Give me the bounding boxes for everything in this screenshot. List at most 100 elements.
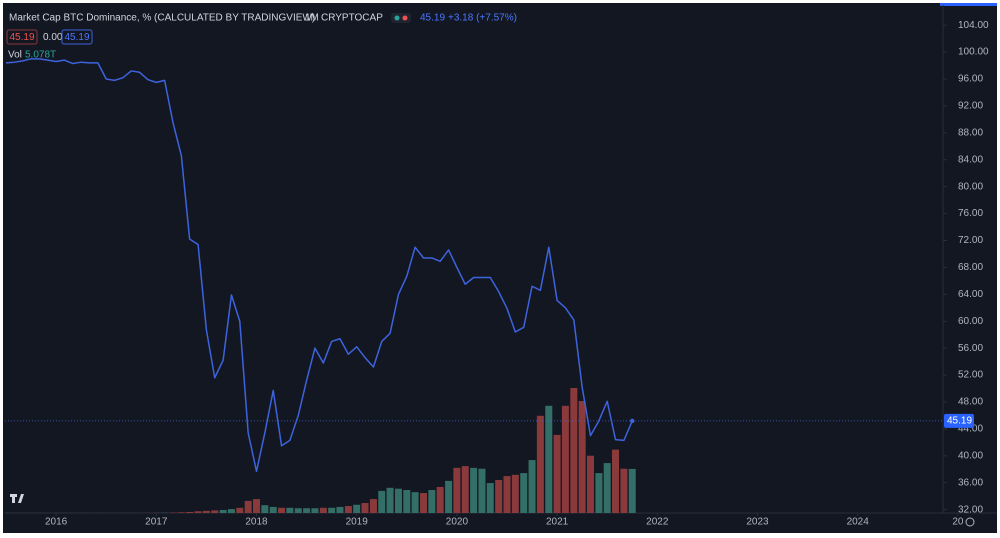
y-tick-label: 92.00	[958, 101, 983, 112]
volume-bar	[261, 505, 269, 513]
x-tick-label: 2021	[546, 517, 569, 528]
volume-bar	[286, 507, 294, 513]
y-tick-label: 64.00	[958, 289, 983, 300]
y-tick-label: 32.00	[958, 504, 983, 515]
volume-bar	[269, 506, 277, 513]
y-tick-label: 72.00	[958, 235, 983, 246]
x-tick-label: 2019	[346, 517, 369, 528]
y-tick-label: 96.00	[958, 74, 983, 85]
x-tick-label: 2020	[446, 517, 469, 528]
volume-bar	[386, 487, 394, 513]
y-tick-label: 76.00	[958, 208, 983, 219]
volume-bar	[470, 467, 478, 513]
status-box-red[interactable]	[6, 29, 38, 45]
volume-bar	[595, 473, 603, 513]
volume-bar	[511, 474, 519, 513]
interval[interactable]: 1M	[305, 13, 319, 24]
volume-bar	[445, 480, 453, 513]
x-tick-label: 2016	[45, 517, 68, 528]
volume-bar	[503, 476, 511, 513]
last-value: 45.19	[420, 13, 445, 24]
y-tick-label: 80.00	[958, 181, 983, 192]
volume-bar	[545, 405, 553, 513]
volume-bar	[186, 511, 194, 513]
x-tick-label: 20	[952, 517, 964, 528]
volume-bar	[461, 466, 469, 513]
price-label-bg	[944, 413, 974, 428]
volume-bar	[528, 460, 536, 513]
volume-bar	[319, 507, 327, 513]
volume-bar	[603, 463, 611, 513]
volume-bar	[294, 508, 302, 513]
volume-bar	[411, 492, 419, 513]
volume-bar	[227, 509, 235, 513]
volume-bar	[578, 401, 586, 513]
volume-bar	[378, 490, 386, 513]
symbol[interactable]: CRYPTOCAP	[321, 13, 383, 24]
chart-background	[3, 3, 997, 533]
volume-bar	[311, 508, 319, 513]
volume-bar	[620, 468, 628, 513]
y-tick-label: 48.00	[958, 397, 983, 408]
volume-bar	[328, 507, 336, 513]
volume-bar	[570, 388, 578, 513]
volume-bar	[344, 506, 352, 513]
status-dot-red	[402, 15, 408, 21]
volume-bar	[253, 499, 260, 513]
volume-bar	[403, 489, 411, 513]
x-tick-label: 2023	[746, 517, 769, 528]
volume-bar	[536, 415, 544, 513]
x-tick-label: 2017	[145, 517, 168, 528]
volume-bar	[478, 468, 486, 513]
status-icons	[391, 13, 411, 23]
status-value: 45.19	[9, 32, 34, 43]
y-tick-label: 88.00	[958, 127, 983, 138]
volume-bar	[561, 405, 569, 513]
volume-bar	[453, 467, 461, 513]
volume-bar	[202, 510, 210, 513]
volume-bar	[303, 508, 311, 513]
volume-bar	[586, 455, 594, 513]
volume-bar	[394, 488, 402, 513]
status-dot-green	[394, 15, 400, 21]
volume-bar	[244, 500, 252, 513]
volume-last: 5.078T	[25, 50, 56, 61]
y-tick-label: 36.00	[958, 477, 983, 488]
y-tick-label: 44.00	[958, 424, 983, 435]
x-tick-label: 2018	[245, 517, 268, 528]
volume-bar	[369, 499, 377, 513]
status-value: 45.19	[64, 32, 89, 43]
y-tick-label: 52.00	[958, 370, 983, 381]
volume-bar	[486, 483, 494, 513]
volume-bar	[495, 480, 503, 513]
volume-bar	[520, 473, 528, 513]
volume-bar	[278, 507, 286, 513]
volume-bar	[628, 468, 636, 513]
y-tick-label: 84.00	[958, 154, 983, 165]
volume-bar	[353, 504, 361, 513]
y-tick-label: 60.00	[958, 316, 983, 327]
settings-icon[interactable]	[965, 517, 975, 527]
volume-bar	[361, 503, 369, 513]
volume-bar	[436, 486, 444, 513]
volume-label: Vol	[8, 50, 22, 61]
y-tick-label: 40.00	[958, 450, 983, 461]
volume-bar	[211, 510, 219, 513]
plot-area	[2, 58, 943, 513]
y-tick-label: 56.00	[958, 343, 983, 354]
volume-bar	[236, 507, 244, 513]
last-point	[630, 418, 635, 424]
volume-bar	[612, 449, 620, 513]
price-label: 45.19	[947, 416, 972, 427]
volume-bar	[194, 511, 202, 513]
x-tick-label: 2024	[847, 517, 870, 528]
volume-bar	[428, 489, 436, 513]
status-box-blue[interactable]	[61, 29, 93, 45]
volume-bar	[420, 493, 428, 513]
y-tick-label: 104.00	[958, 20, 989, 31]
status-value: 0.00	[43, 32, 63, 43]
volume-bar	[336, 506, 344, 513]
logo[interactable]	[10, 494, 24, 503]
